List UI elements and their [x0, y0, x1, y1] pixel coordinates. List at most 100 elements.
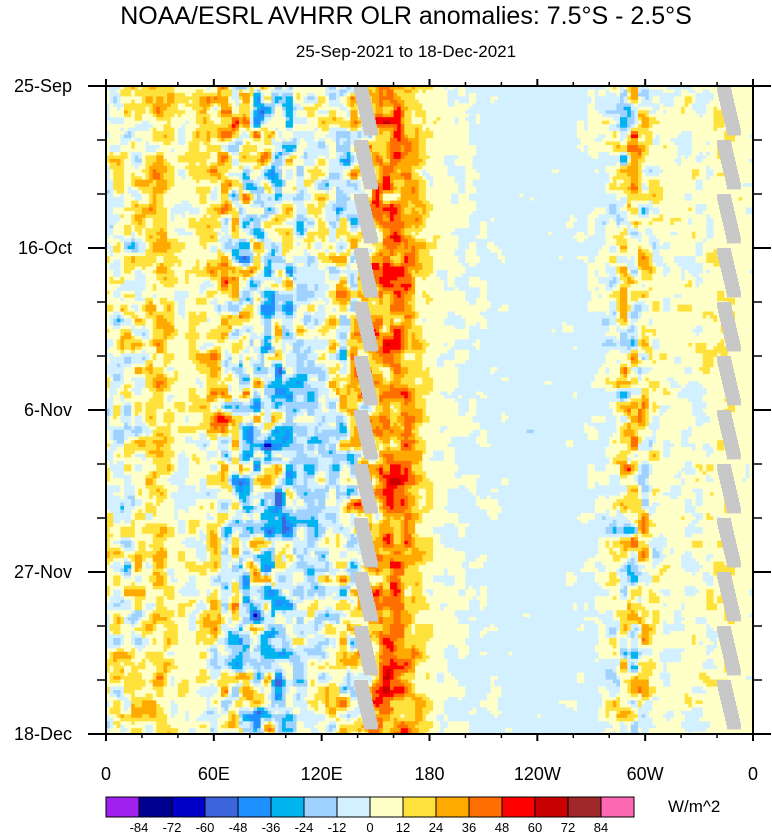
anomaly-cell — [285, 89, 290, 94]
anomaly-cell — [350, 141, 355, 146]
anomaly-cell — [472, 148, 477, 153]
anomaly-cell — [458, 99, 463, 104]
anomaly-cell — [106, 134, 111, 139]
anomaly-cell — [292, 141, 298, 146]
anomaly-cell — [458, 106, 463, 111]
anomaly-cell — [260, 172, 265, 177]
anomaly-cell — [584, 165, 589, 170]
anomaly-cell — [436, 96, 441, 101]
anomaly-cell — [361, 131, 366, 136]
anomaly-cell — [544, 165, 549, 170]
anomaly-cell — [742, 145, 747, 150]
anomaly-cell — [515, 172, 520, 177]
anomaly-cell — [257, 99, 262, 104]
anomaly-cell — [257, 110, 262, 115]
anomaly-cell — [124, 162, 129, 167]
anomaly-cell — [706, 106, 711, 111]
anomaly-cell — [159, 106, 165, 111]
anomaly-cell — [120, 127, 125, 132]
anomaly-cell — [282, 145, 287, 150]
anomaly-cell — [195, 117, 201, 122]
anomaly-cell — [113, 158, 118, 163]
anomaly-cell — [188, 158, 193, 163]
anomaly-cell — [134, 96, 139, 101]
anomaly-cell — [156, 106, 161, 111]
anomaly-cell — [566, 110, 571, 115]
anomaly-cell — [296, 179, 301, 184]
anomaly-cell — [260, 117, 265, 122]
anomaly-cell — [109, 148, 114, 153]
anomaly-cell — [749, 117, 753, 122]
anomaly-cell — [393, 158, 398, 163]
anomaly-cell — [490, 124, 495, 129]
anomaly-cell — [407, 120, 413, 125]
anomaly-cell — [307, 138, 312, 143]
anomaly-cell — [397, 117, 402, 122]
anomaly-cell — [325, 145, 330, 150]
anomaly-cell — [630, 165, 635, 170]
anomaly-cell — [490, 145, 495, 150]
anomaly-cell — [141, 169, 147, 174]
anomaly-cell — [512, 169, 517, 174]
anomaly-cell — [487, 89, 492, 94]
anomaly-cell — [382, 89, 387, 94]
anomaly-cell — [282, 179, 287, 184]
anomaly-cell — [537, 89, 542, 94]
anomaly-cell — [483, 141, 488, 146]
anomaly-cell — [379, 124, 384, 129]
anomaly-cell — [691, 172, 697, 177]
anomaly-cell — [695, 145, 700, 150]
anomaly-cell — [415, 124, 420, 129]
anomaly-cell — [573, 120, 578, 125]
anomaly-cell — [332, 179, 337, 184]
anomaly-cell — [501, 124, 506, 129]
anomaly-cell — [605, 141, 610, 146]
anomaly-cell — [314, 169, 319, 174]
anomaly-cell — [282, 117, 287, 122]
anomaly-cell — [652, 124, 657, 129]
anomaly-cell — [292, 176, 298, 181]
anomaly-cell — [451, 148, 456, 153]
anomaly-cell — [587, 179, 592, 184]
anomaly-cell — [691, 110, 697, 115]
anomaly-cell — [177, 165, 183, 170]
anomaly-cell — [325, 92, 330, 97]
anomaly-cell — [440, 117, 445, 122]
anomaly-cell — [134, 127, 139, 132]
anomaly-cell — [242, 148, 247, 153]
anomaly-cell — [332, 92, 337, 97]
anomaly-cell — [645, 169, 650, 174]
anomaly-cell — [735, 155, 740, 160]
anomaly-cell — [508, 110, 513, 115]
anomaly-cell — [325, 155, 330, 160]
anomaly-cell — [120, 86, 125, 91]
anomaly-cell — [217, 152, 222, 157]
anomaly-cell — [494, 127, 499, 132]
anomaly-cell — [149, 131, 154, 136]
anomaly-cell — [332, 127, 337, 132]
anomaly-cell — [670, 148, 675, 153]
anomaly-cell — [598, 158, 603, 163]
anomaly-cell — [494, 148, 499, 153]
anomaly-cell — [530, 141, 535, 146]
anomaly-cell — [483, 145, 488, 150]
anomaly-cell — [113, 86, 118, 91]
anomaly-cell — [113, 165, 118, 170]
anomaly-cell — [181, 152, 186, 157]
anomaly-cell — [645, 120, 650, 125]
anomaly-cell — [458, 96, 463, 101]
anomaly-cell — [149, 145, 154, 150]
anomaly-cell — [530, 106, 535, 111]
anomaly-cell — [602, 176, 607, 181]
anomaly-cell — [350, 176, 355, 181]
anomaly-cell — [587, 172, 592, 177]
anomaly-cell — [260, 179, 265, 184]
anomaly-cell — [659, 158, 664, 163]
anomaly-cell — [415, 138, 420, 143]
anomaly-cell — [149, 148, 154, 153]
anomaly-cell — [497, 145, 502, 150]
anomaly-cell — [343, 99, 348, 104]
anomaly-cell — [594, 172, 599, 177]
anomaly-cell — [404, 117, 409, 122]
anomaly-cell — [645, 86, 650, 91]
